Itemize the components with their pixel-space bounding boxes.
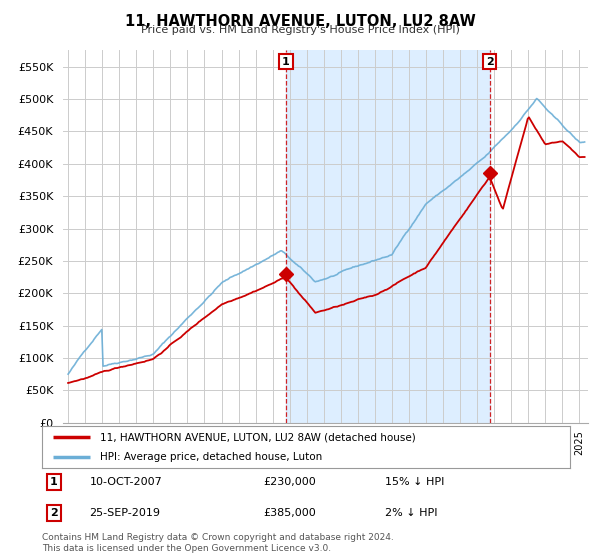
Text: 1: 1 (50, 477, 58, 487)
Text: 11, HAWTHORN AVENUE, LUTON, LU2 8AW (detached house): 11, HAWTHORN AVENUE, LUTON, LU2 8AW (det… (100, 432, 416, 442)
Text: £230,000: £230,000 (264, 477, 317, 487)
Text: 15% ↓ HPI: 15% ↓ HPI (385, 477, 445, 487)
Text: 2: 2 (486, 57, 494, 67)
Text: 11, HAWTHORN AVENUE, LUTON, LU2 8AW: 11, HAWTHORN AVENUE, LUTON, LU2 8AW (125, 14, 475, 29)
Text: Contains HM Land Registry data © Crown copyright and database right 2024.
This d: Contains HM Land Registry data © Crown c… (42, 533, 394, 553)
Text: £385,000: £385,000 (264, 508, 317, 518)
Text: 2% ↓ HPI: 2% ↓ HPI (385, 508, 438, 518)
Text: 2: 2 (50, 508, 58, 518)
Text: HPI: Average price, detached house, Luton: HPI: Average price, detached house, Luto… (100, 452, 322, 462)
Text: 25-SEP-2019: 25-SEP-2019 (89, 508, 161, 518)
Text: Price paid vs. HM Land Registry's House Price Index (HPI): Price paid vs. HM Land Registry's House … (140, 25, 460, 35)
Bar (286, 50, 490, 423)
Text: 10-OCT-2007: 10-OCT-2007 (89, 477, 162, 487)
Text: 1: 1 (282, 57, 290, 67)
